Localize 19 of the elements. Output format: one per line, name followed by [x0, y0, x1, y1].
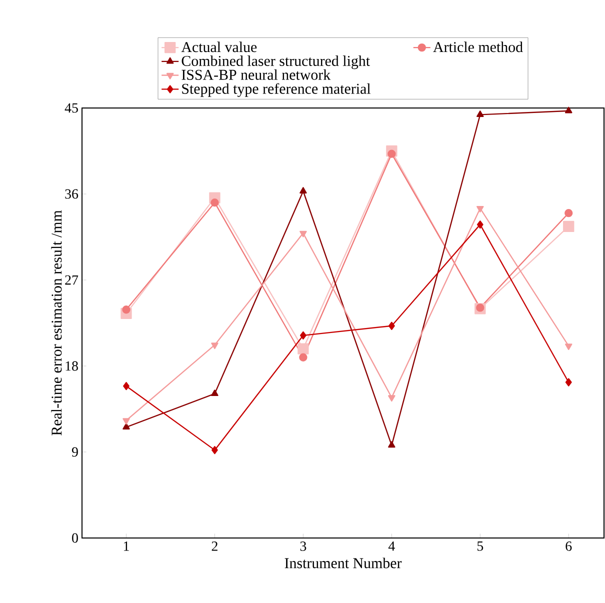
- y-tick-label: 0: [72, 533, 78, 543]
- x-axis-title: Instrument Number: [284, 558, 402, 568]
- y-tick-label: 45: [64, 103, 78, 113]
- x-tick-label: 2: [212, 542, 218, 551]
- y-tick-label: 9: [72, 447, 78, 457]
- y-axis-title: Real-time error estimation result /mm: [51, 210, 62, 436]
- y-tick-label: 18: [66, 361, 78, 371]
- y-tick-label: 27: [65, 275, 78, 285]
- legend-label: Article method: [433, 42, 523, 52]
- x-tick-label: 5: [477, 542, 484, 551]
- x-tick-label: 6: [566, 542, 572, 551]
- legend-label: Stepped type reference material: [182, 83, 371, 97]
- x-tick-label: 3: [300, 542, 306, 551]
- x-tick-label: 1: [124, 541, 129, 551]
- legend-label: Actual value: [181, 42, 257, 52]
- legend-label: Combined laser structured light: [182, 55, 370, 70]
- legend-label: ISSA-BP neural network: [182, 69, 331, 80]
- x-tick-label: 4: [388, 542, 395, 551]
- y-tick-label: 36: [65, 189, 78, 199]
